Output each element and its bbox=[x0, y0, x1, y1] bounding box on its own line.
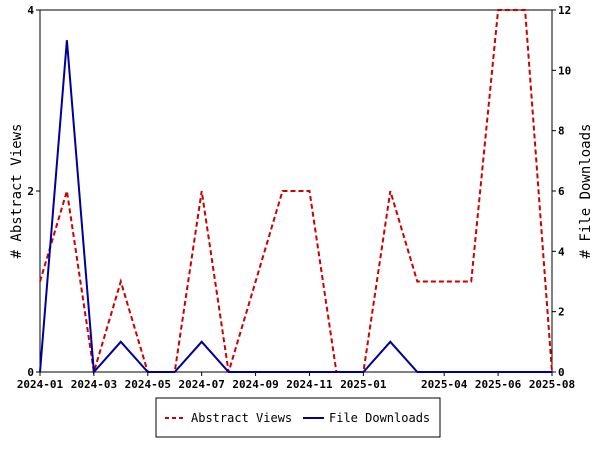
x-tick-label: 2024-01 bbox=[17, 378, 64, 391]
legend-label-abstract-views: Abstract Views bbox=[191, 411, 292, 425]
x-tick-label: 2025-01 bbox=[340, 378, 387, 391]
y2-tick-label: 10 bbox=[558, 64, 571, 77]
y-axis-right: 0 2 4 6 8 10 12 bbox=[552, 4, 571, 379]
series-layer bbox=[39, 9, 553, 375]
x-tick-label: 2025-06 bbox=[475, 378, 522, 391]
y-tick-label: 2 bbox=[27, 185, 34, 198]
legend: Abstract Views File Downloads bbox=[155, 397, 441, 438]
x-tick-label: 2024-07 bbox=[179, 378, 225, 391]
x-axis: 2024-01 2024-03 2024-05 2024-07 2024-09 2024-… bbox=[17, 372, 575, 391]
x-tick-label: 2024-05 bbox=[125, 378, 171, 391]
y2-tick-label: 4 bbox=[558, 245, 565, 258]
series-line-abstract-views bbox=[39, 9, 553, 373]
y-tick-label: 0 bbox=[27, 366, 34, 379]
x-tick-label: 2024-09 bbox=[232, 378, 278, 391]
x-tick-label: 2025-08 bbox=[529, 378, 575, 391]
y2-tick-label: 6 bbox=[558, 185, 565, 198]
y-tick-label: 4 bbox=[27, 4, 34, 17]
y2-tick-label: 0 bbox=[558, 366, 565, 379]
y2-tick-label: 12 bbox=[558, 4, 571, 17]
x-tick-label: 2024-11 bbox=[286, 378, 333, 391]
plot-area bbox=[39, 9, 553, 373]
y2-tick-label: 8 bbox=[558, 125, 565, 138]
x-tick-label: 2024-03 bbox=[71, 378, 117, 391]
x-tick-label: 2025-04 bbox=[421, 378, 468, 391]
legend-label-file-downloads: File Downloads bbox=[329, 411, 430, 425]
y2-tick-label: 2 bbox=[558, 306, 565, 319]
series-line-file-downloads bbox=[39, 40, 552, 375]
y-axis-title: # Abstract Views bbox=[9, 124, 25, 259]
y2-axis-title: # File Downloads bbox=[578, 124, 594, 259]
y-axis-left: 0 2 4 bbox=[27, 4, 40, 379]
legend-box bbox=[155, 397, 441, 438]
